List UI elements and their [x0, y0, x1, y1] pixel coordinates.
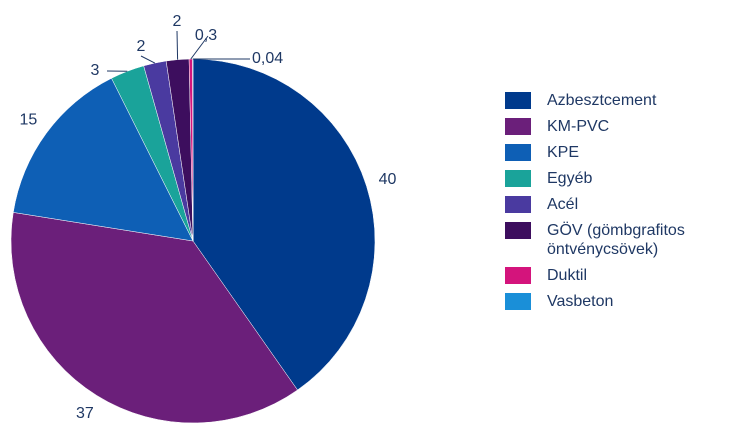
data-label: 3	[91, 62, 100, 79]
legend-label: Duktil	[547, 267, 588, 284]
data-label: 37	[76, 405, 94, 422]
data-label: 40	[379, 171, 397, 188]
legend-item: KPE	[505, 143, 695, 162]
legend-item: Egyéb	[505, 169, 695, 188]
legend-item: Azbesztcement	[505, 91, 695, 110]
pie-slice	[10, 212, 298, 424]
leader-line	[140, 55, 156, 64]
legend-swatch	[505, 92, 531, 109]
leader-line	[176, 30, 179, 60]
legend-swatch	[505, 196, 531, 213]
data-label: 0,3	[195, 27, 217, 44]
legend-label: Vasbeton	[547, 293, 614, 310]
legend-label: Azbesztcement	[547, 92, 657, 109]
legend-swatch	[505, 293, 531, 310]
legend-label: KPE	[547, 144, 580, 161]
data-label: 15	[20, 112, 38, 129]
legend-swatch	[505, 267, 531, 284]
legend-item: GÖV (gömbgrafitos öntvénycsövek)	[505, 221, 695, 259]
legend-swatch	[505, 170, 531, 187]
pie-slice	[192, 58, 376, 391]
legend-item: Duktil	[505, 266, 695, 285]
leader-line	[190, 35, 209, 60]
legend-item: Vasbeton	[505, 292, 695, 311]
legend-swatch	[505, 144, 531, 161]
data-label: 2	[137, 38, 146, 55]
legend-label: Egyéb	[547, 170, 593, 187]
legend-swatch	[505, 222, 531, 239]
data-label: 0,04	[252, 50, 283, 67]
legend: Azbesztcement KM-PVC KPE Egyéb Acél GÖV (gömb…	[505, 91, 695, 318]
data-label: 2	[173, 13, 182, 30]
legend-item: KM-PVC	[505, 117, 695, 136]
legend-label: Acél	[547, 196, 579, 213]
legend-swatch	[505, 118, 531, 135]
legend-label: GÖV (gömbgrafitos öntvénycsövek)	[547, 222, 685, 258]
legend-label: KM-PVC	[547, 118, 610, 135]
legend-item: Acél	[505, 195, 695, 214]
pie-slice	[12, 77, 194, 242]
